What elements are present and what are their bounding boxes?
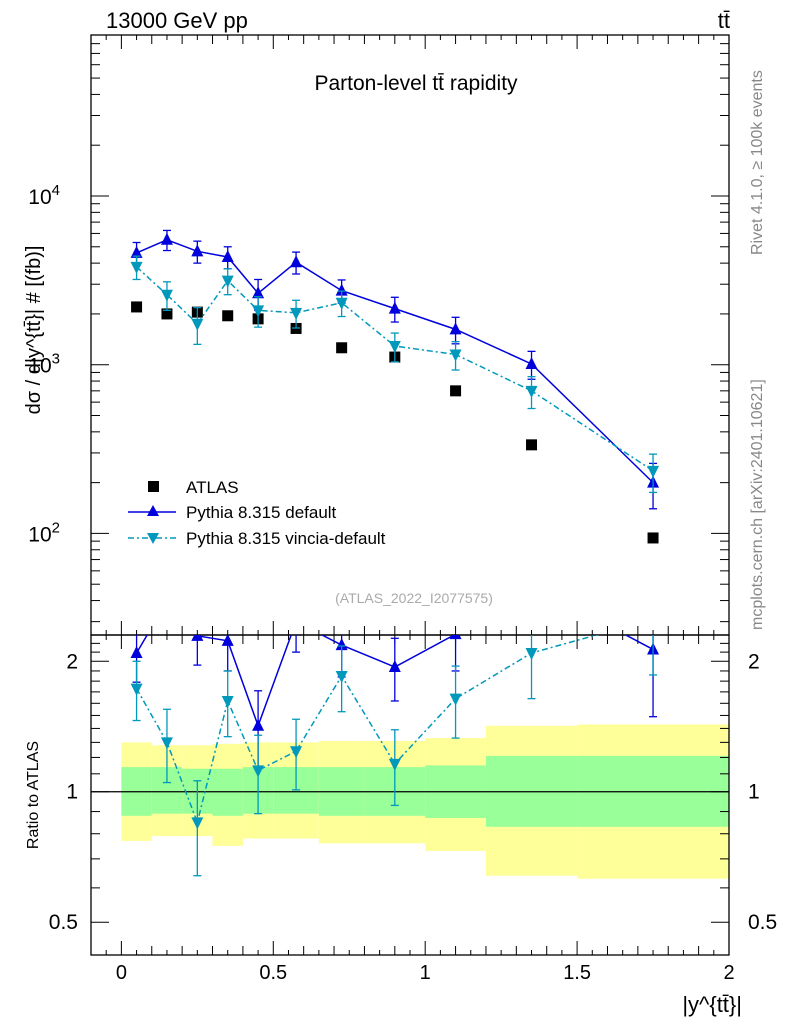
energy-label: 13000 GeV pp bbox=[106, 8, 248, 33]
y-tick-label: 102 bbox=[28, 519, 60, 546]
ratio-default-point bbox=[526, 578, 538, 590]
ratio-default-point bbox=[388, 660, 401, 673]
vincia-point bbox=[130, 261, 143, 274]
process-label: tt̄ bbox=[718, 8, 730, 33]
analysis-id: (ATLAS_2022_I2077575) bbox=[335, 590, 493, 606]
ratio-default-point bbox=[191, 635, 204, 641]
default-point bbox=[335, 283, 348, 296]
ratio-tick-label-left: 0.5 bbox=[49, 911, 78, 934]
x-axis-label: |y^{tt̄}| bbox=[682, 992, 742, 1017]
ratio-vincia-point bbox=[449, 693, 462, 706]
ratio-vincia-point bbox=[191, 817, 204, 830]
ratio-panel: 0 0.5 1 1.5 2 0.5 0.5 1 1 2 2 bbox=[49, 578, 777, 984]
vincia-point bbox=[388, 341, 401, 354]
ratio-default-point bbox=[335, 638, 348, 651]
ratio-vincia-point bbox=[388, 758, 401, 771]
vincia-point bbox=[647, 465, 660, 478]
ratio-default-point bbox=[221, 635, 234, 646]
x-tick-label: 1 bbox=[420, 962, 431, 984]
legend-label-default: Pythia 8.315 default bbox=[186, 503, 337, 522]
x-tick-label: 1.5 bbox=[563, 962, 591, 984]
x-tick-label: 0.5 bbox=[259, 962, 287, 984]
atlas-point bbox=[161, 308, 173, 320]
vincia-point bbox=[252, 305, 265, 318]
x-tick-label: 2 bbox=[723, 962, 734, 984]
ratio-series-group bbox=[130, 578, 660, 877]
ratio-default-point bbox=[449, 635, 462, 640]
atlas-point bbox=[647, 532, 659, 544]
atlas-point bbox=[336, 342, 348, 354]
default-point bbox=[130, 245, 143, 258]
main-series-group bbox=[130, 229, 660, 544]
vincia-point bbox=[160, 289, 173, 302]
default-point bbox=[221, 249, 234, 262]
vincia-point bbox=[525, 385, 538, 398]
ratio-tick-label-left: 1 bbox=[66, 781, 78, 804]
vincia-point bbox=[335, 297, 348, 310]
ratio-default-point bbox=[290, 615, 302, 627]
ratio-line-1 bbox=[135, 635, 600, 825]
ratio-default-point bbox=[130, 646, 143, 659]
y-tick-label: 104 bbox=[28, 182, 60, 209]
ratio-vincia-point bbox=[335, 670, 348, 683]
ratio-tick-label-right: 0.5 bbox=[748, 911, 777, 934]
atlas-point bbox=[131, 301, 143, 313]
ratio-vincia-point bbox=[221, 695, 234, 708]
chart-title: Parton-level tt̄ rapidity bbox=[314, 72, 518, 95]
ratio-y-axis-label: Ratio to ATLAS bbox=[25, 741, 42, 849]
ratio-vincia-point bbox=[160, 737, 173, 750]
ratio-tick-label-right: 2 bbox=[748, 650, 760, 673]
default-point bbox=[388, 301, 401, 314]
ratio-vincia-point bbox=[647, 614, 659, 626]
legend-marker-default bbox=[147, 505, 159, 516]
atlas-point bbox=[526, 439, 538, 451]
ratio-default-point bbox=[161, 594, 173, 606]
x-tick-label: 0 bbox=[116, 962, 127, 984]
vincia-point bbox=[221, 275, 234, 288]
ratio-tick-label-right: 1 bbox=[748, 781, 760, 804]
vincia-point bbox=[290, 307, 303, 320]
series-line-2 bbox=[136, 266, 654, 472]
default-point bbox=[160, 232, 173, 245]
vincia-point bbox=[191, 318, 204, 331]
default-point bbox=[252, 286, 265, 299]
atlas-point bbox=[450, 385, 462, 397]
legend-marker-atlas bbox=[148, 481, 159, 492]
default-point bbox=[290, 255, 303, 268]
rivet-label: Rivet 4.1.0, ≥ 100k events bbox=[749, 70, 766, 255]
y-axis-label: dσ / d|y^{tt̄}| # [(fb)] bbox=[23, 246, 45, 415]
default-point bbox=[525, 356, 538, 369]
ratio-tick-label-left: 2 bbox=[66, 650, 78, 673]
ratio-default-point bbox=[252, 718, 265, 731]
legend: ATLAS Pythia 8.315 default Pythia 8.315 … bbox=[128, 478, 386, 548]
legend-marker-vincia bbox=[147, 533, 159, 544]
default-point bbox=[449, 322, 462, 335]
ratio-vincia-point bbox=[290, 746, 303, 759]
ratio-vincia-point bbox=[130, 683, 143, 696]
vincia-point bbox=[449, 349, 462, 362]
atlas-point bbox=[222, 310, 234, 322]
y-tick-label: 103 bbox=[28, 351, 60, 378]
source-label: mcplots.cern.ch [arXiv:2401.10621] bbox=[749, 379, 766, 630]
ratio-vincia-point bbox=[252, 765, 265, 778]
main-panel: 102 103 104 bbox=[28, 34, 730, 636]
default-point bbox=[191, 244, 204, 257]
legend-label-vincia: Pythia 8.315 vincia-default bbox=[186, 529, 386, 548]
legend-label-atlas: ATLAS bbox=[186, 478, 239, 497]
ratio-vincia-point bbox=[525, 648, 538, 661]
